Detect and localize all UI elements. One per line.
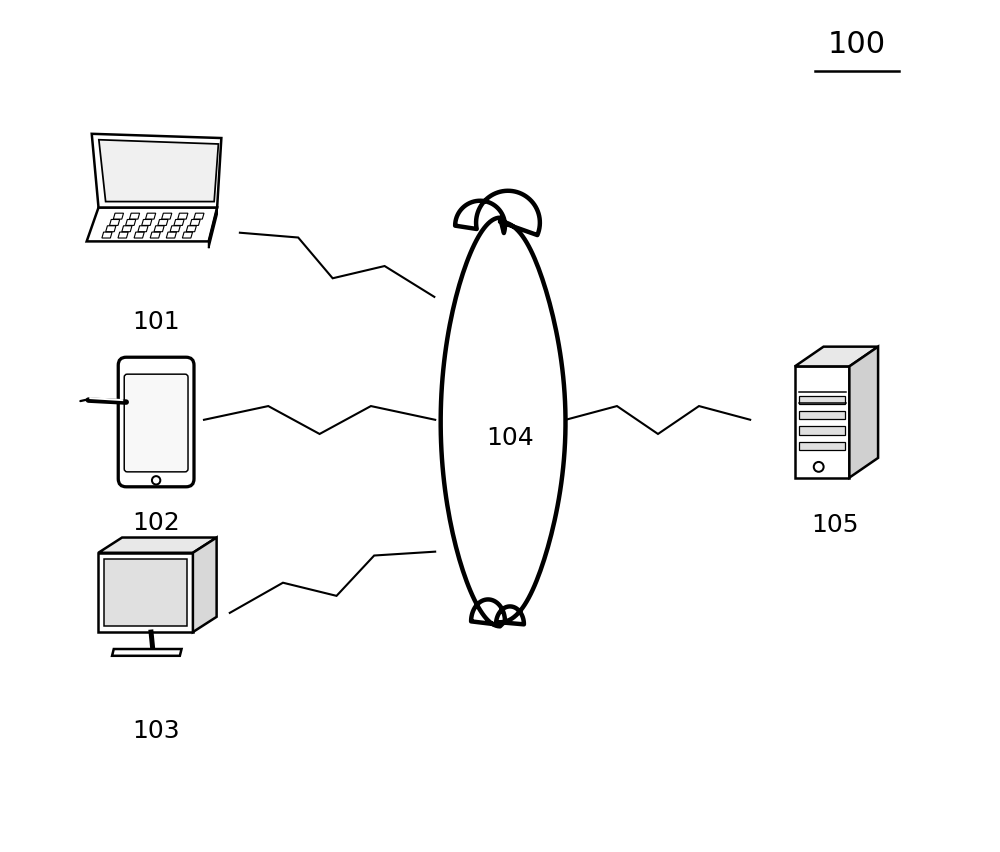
- FancyBboxPatch shape: [118, 358, 194, 487]
- Bar: [799, 427, 845, 435]
- Text: 102: 102: [132, 510, 180, 534]
- Polygon shape: [209, 208, 217, 249]
- Text: 105: 105: [811, 512, 859, 536]
- Text: 101: 101: [132, 310, 180, 334]
- Bar: [799, 412, 845, 420]
- Polygon shape: [193, 538, 217, 632]
- Polygon shape: [99, 141, 218, 202]
- Polygon shape: [441, 192, 565, 626]
- Text: 103: 103: [132, 718, 180, 742]
- Polygon shape: [98, 553, 193, 632]
- Polygon shape: [795, 367, 849, 478]
- Text: 100: 100: [828, 30, 886, 59]
- Text: 104: 104: [486, 425, 534, 450]
- Polygon shape: [795, 348, 878, 367]
- FancyBboxPatch shape: [124, 375, 188, 472]
- Polygon shape: [104, 559, 187, 626]
- Polygon shape: [98, 538, 217, 553]
- Polygon shape: [849, 348, 878, 478]
- Bar: [799, 396, 845, 405]
- Polygon shape: [112, 649, 182, 656]
- Polygon shape: [87, 208, 217, 242]
- Polygon shape: [92, 135, 221, 208]
- Bar: [799, 442, 845, 451]
